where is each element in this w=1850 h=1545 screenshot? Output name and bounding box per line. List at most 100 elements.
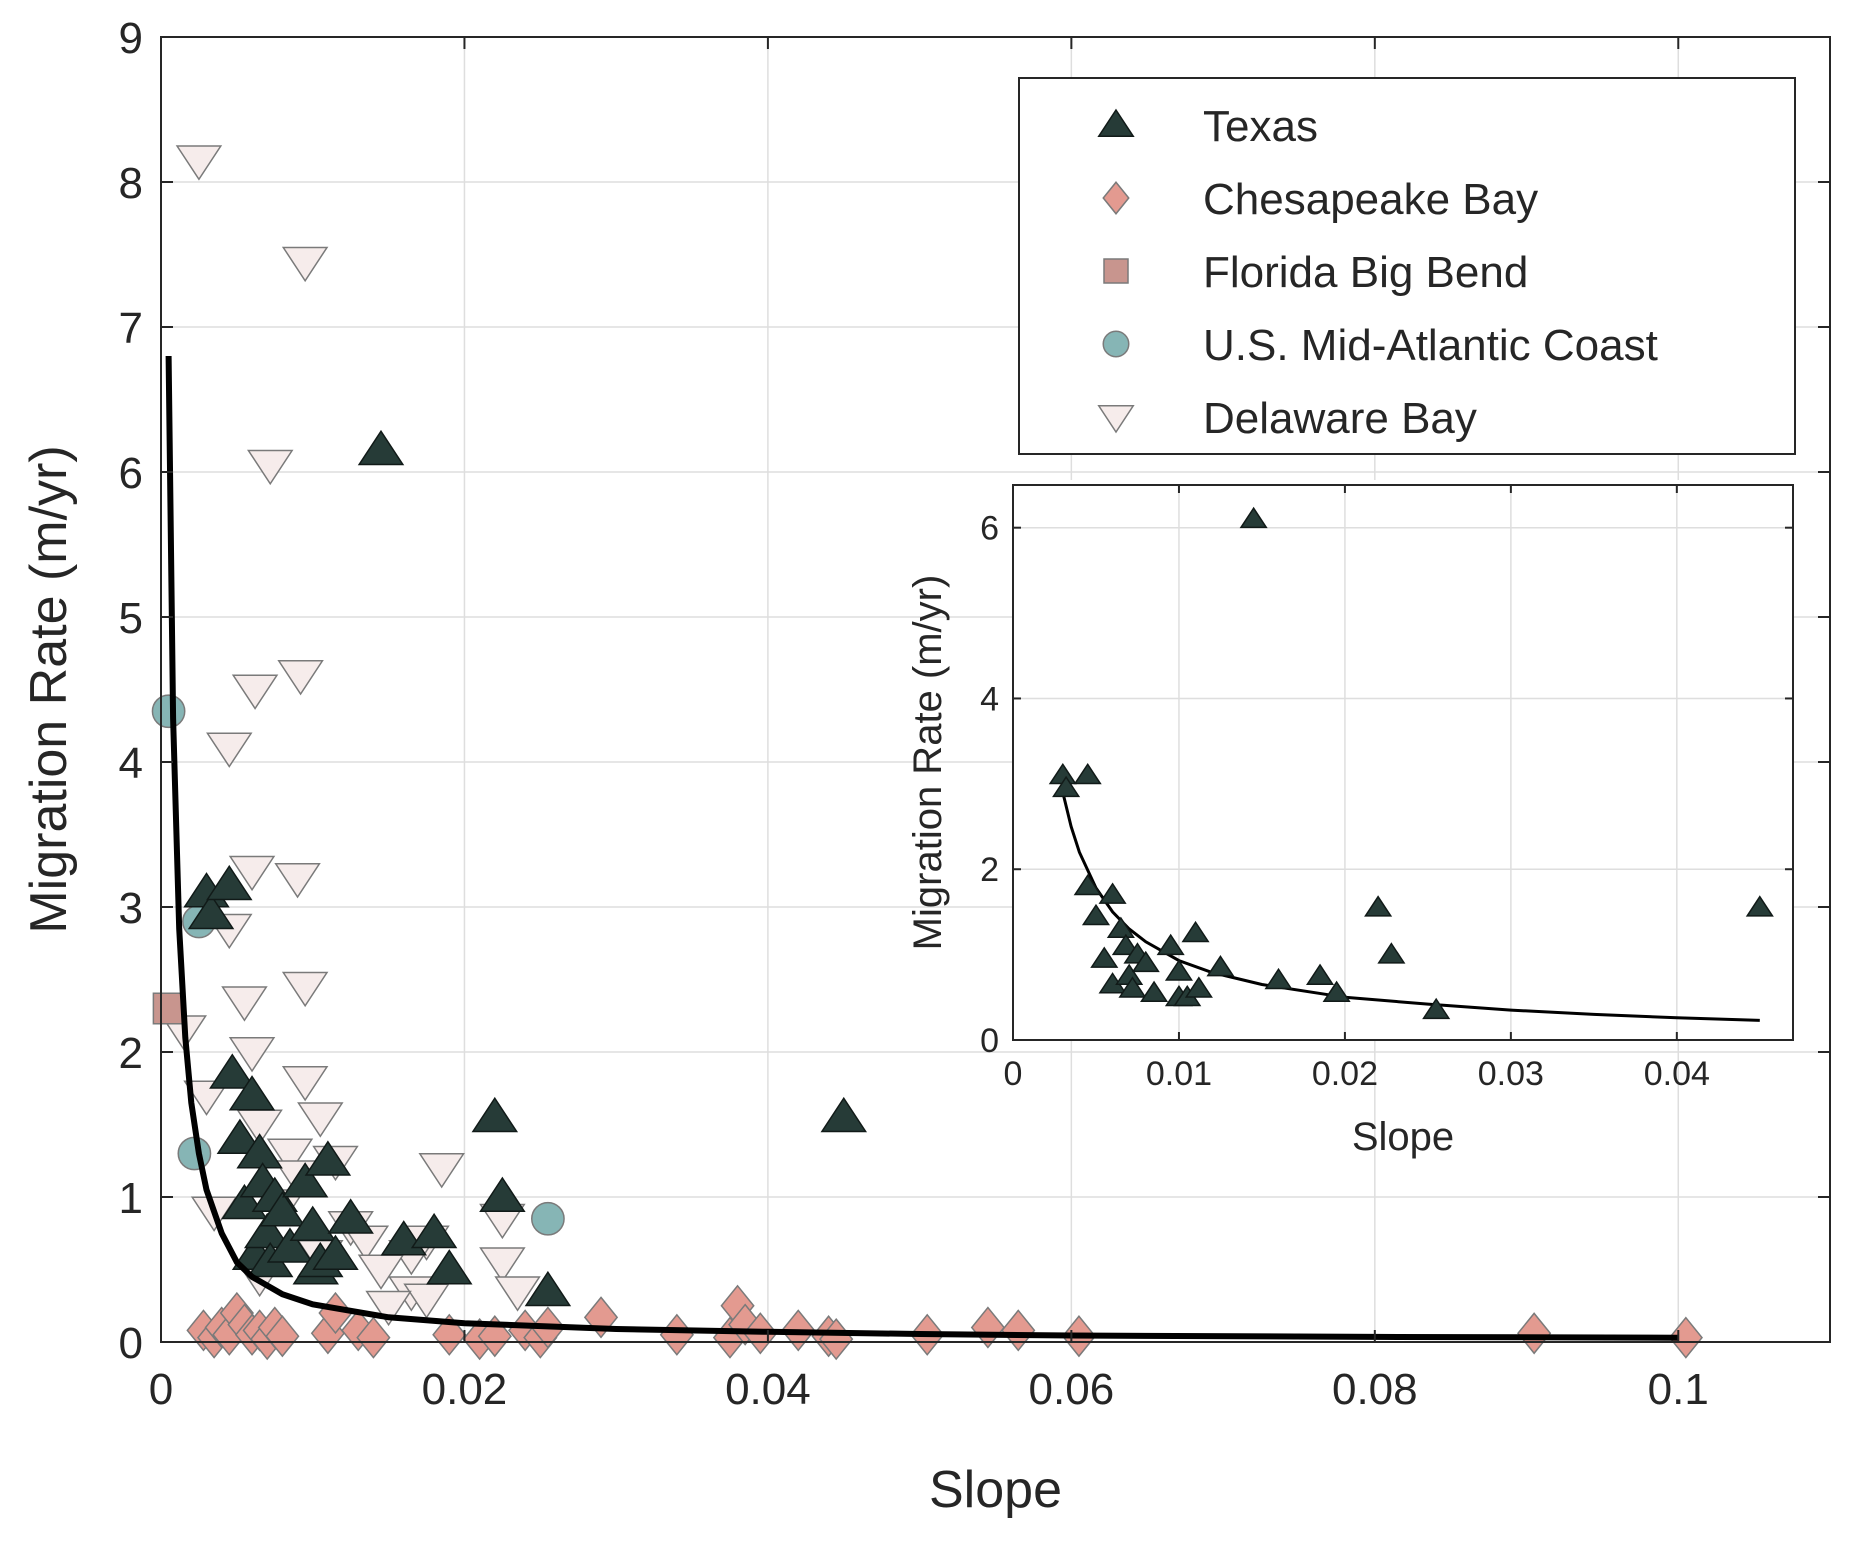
- main-chart: 0 0.02 0.04 0.06 0.08 0.1 0 1 2 3 4 5 6 7 8 9 Slope Mig…: [20, 14, 1831, 1519]
- legend-label: Florida Big Bend: [1203, 248, 1528, 297]
- y-tick-label: 6: [980, 510, 999, 548]
- legend-marker-florida-big-bend: [1103, 258, 1129, 284]
- data-point-texas: [1073, 762, 1102, 785]
- x-tick-label: 0.04: [725, 1365, 811, 1414]
- data-point-chesapeake-bay: [356, 1316, 391, 1359]
- data-point-texas: [1098, 882, 1127, 904]
- x-tick-label: 0: [1004, 1055, 1023, 1093]
- y-tick-label: 2: [119, 1029, 143, 1078]
- data-point-texas: [479, 1176, 526, 1212]
- x-tick-label: 0.06: [1029, 1365, 1115, 1414]
- y-tick-label: 6: [119, 449, 143, 498]
- legend-item-texas: Texas: [1097, 102, 1318, 151]
- legend-marker-texas: [1097, 108, 1135, 137]
- data-point-texas: [524, 1270, 572, 1307]
- data-point-texas: [327, 1198, 374, 1234]
- data-point-texas: [228, 1075, 276, 1111]
- legend-label: U.S. Mid-Atlantic Coast: [1203, 321, 1658, 370]
- legend-marker-chesapeake-bay: [1102, 181, 1130, 215]
- data-point-chesapeake-bay: [1517, 1312, 1552, 1355]
- y-tick-label: 9: [119, 14, 143, 63]
- data-point-texas: [1264, 967, 1293, 990]
- data-point-texas: [471, 1096, 519, 1133]
- legend-label: Chesapeake Bay: [1203, 175, 1538, 224]
- data-point-delaware-bay: [228, 1037, 276, 1073]
- data-point-delaware-bay: [274, 863, 321, 899]
- data-point-texas: [206, 864, 253, 901]
- data-point-delaware-bay: [266, 1138, 314, 1174]
- data-point-texas: [426, 1249, 473, 1285]
- legend-item-u-s-mid-atlantic-coast: U.S. Mid-Atlantic Coast: [1102, 321, 1658, 370]
- y-tick-label: 0: [119, 1319, 143, 1368]
- data-point-texas: [1090, 946, 1119, 968]
- x-tick-label: 0.1: [1648, 1365, 1709, 1414]
- x-tick-label: 0.01: [1146, 1055, 1212, 1093]
- data-point-texas: [259, 1191, 306, 1227]
- y-tick-label: 4: [980, 680, 999, 718]
- data-point-delaware-bay: [183, 1080, 230, 1116]
- data-point-texas: [820, 1096, 868, 1133]
- legend-label: Texas: [1203, 102, 1318, 151]
- data-point-texas: [266, 1227, 314, 1263]
- data-point-delaware-bay: [418, 1153, 465, 1189]
- y-axis-label: Migration Rate (m/yr): [20, 445, 78, 933]
- data-point-texas: [1305, 963, 1335, 985]
- data-point-texas: [1156, 933, 1185, 956]
- legend-item-florida-big-bend: Florida Big Bend: [1103, 248, 1528, 297]
- data-point-texas: [357, 429, 405, 466]
- inset-data-points: [1048, 506, 1774, 1020]
- data-point-texas: [1164, 959, 1194, 981]
- data-point-texas: [216, 1118, 264, 1154]
- data-point-texas: [1081, 903, 1111, 926]
- data-point-delaware-bay: [494, 1276, 541, 1312]
- legend-items: Texas Chesapeake Bay Florida Big Bend U.S. …: [1097, 102, 1658, 443]
- data-point-texas: [1745, 895, 1774, 917]
- legend-label: Delaware Bay: [1203, 394, 1477, 443]
- data-point-texas: [1073, 873, 1102, 896]
- data-point-delaware-bay: [221, 986, 268, 1022]
- data-point-florida-big-bend: [152, 992, 185, 1025]
- data-point-texas: [1106, 916, 1135, 938]
- data-point-delaware-bay: [297, 1102, 344, 1138]
- data-point-texas: [410, 1212, 458, 1249]
- data-point-delaware-bay: [175, 145, 223, 181]
- legend-item-chesapeake-bay: Chesapeake Bay: [1102, 175, 1538, 224]
- x-tick-label: 0.03: [1478, 1055, 1544, 1093]
- inset-background: [1013, 480, 1793, 1040]
- legend-marker-delaware-bay: [1097, 405, 1135, 434]
- main-plot-frame: [160, 36, 1831, 1343]
- data-point-texas: [1322, 980, 1351, 1003]
- x-tick-label: 0.02: [422, 1365, 508, 1414]
- x-tick-label: 0.08: [1332, 1365, 1418, 1414]
- data-point-delaware-bay: [277, 660, 324, 696]
- x-tick-label: 0: [149, 1365, 173, 1414]
- data-point-delaware-bay: [281, 246, 329, 283]
- y-tick-label: 7: [119, 304, 143, 353]
- data-point-delaware-bay: [281, 971, 329, 1008]
- y-tick-label: 3: [119, 884, 143, 933]
- data-point-texas: [1239, 506, 1268, 529]
- data-point-texas: [1184, 976, 1213, 998]
- data-point-delaware-bay: [281, 1066, 329, 1102]
- x-tick-label: 0.02: [1312, 1055, 1378, 1093]
- legend: Texas Chesapeake Bay Florida Big Bend U.S. …: [1018, 77, 1796, 455]
- main-data-points: [151, 145, 1703, 1361]
- y-tick-label: 2: [980, 851, 999, 889]
- y-tick-label: 8: [119, 159, 143, 208]
- data-point-delaware-bay: [479, 1247, 526, 1283]
- data-point-texas: [1140, 980, 1169, 1003]
- data-point-u-s-mid-atlantic-coast: [151, 694, 186, 729]
- data-point-delaware-bay: [231, 674, 279, 710]
- main-axis-ticks: 0 0.02 0.04 0.06 0.08 0.1 0 1 2 3 4 5 6 7 8 9: [119, 14, 1830, 1414]
- data-point-chesapeake-bay: [432, 1313, 467, 1356]
- y-tick-label: 4: [119, 739, 143, 788]
- inset-y-axis-label: Migration Rate (m/yr): [906, 575, 950, 951]
- data-point-delaware-bay: [206, 732, 253, 768]
- data-point-texas: [1377, 942, 1406, 964]
- data-point-chesapeake-bay: [1668, 1316, 1703, 1359]
- data-point-texas: [289, 1205, 336, 1241]
- inset-fit-curve: [1061, 792, 1760, 1022]
- data-point-texas: [1422, 997, 1451, 1020]
- data-point-chesapeake-bay: [1001, 1309, 1036, 1352]
